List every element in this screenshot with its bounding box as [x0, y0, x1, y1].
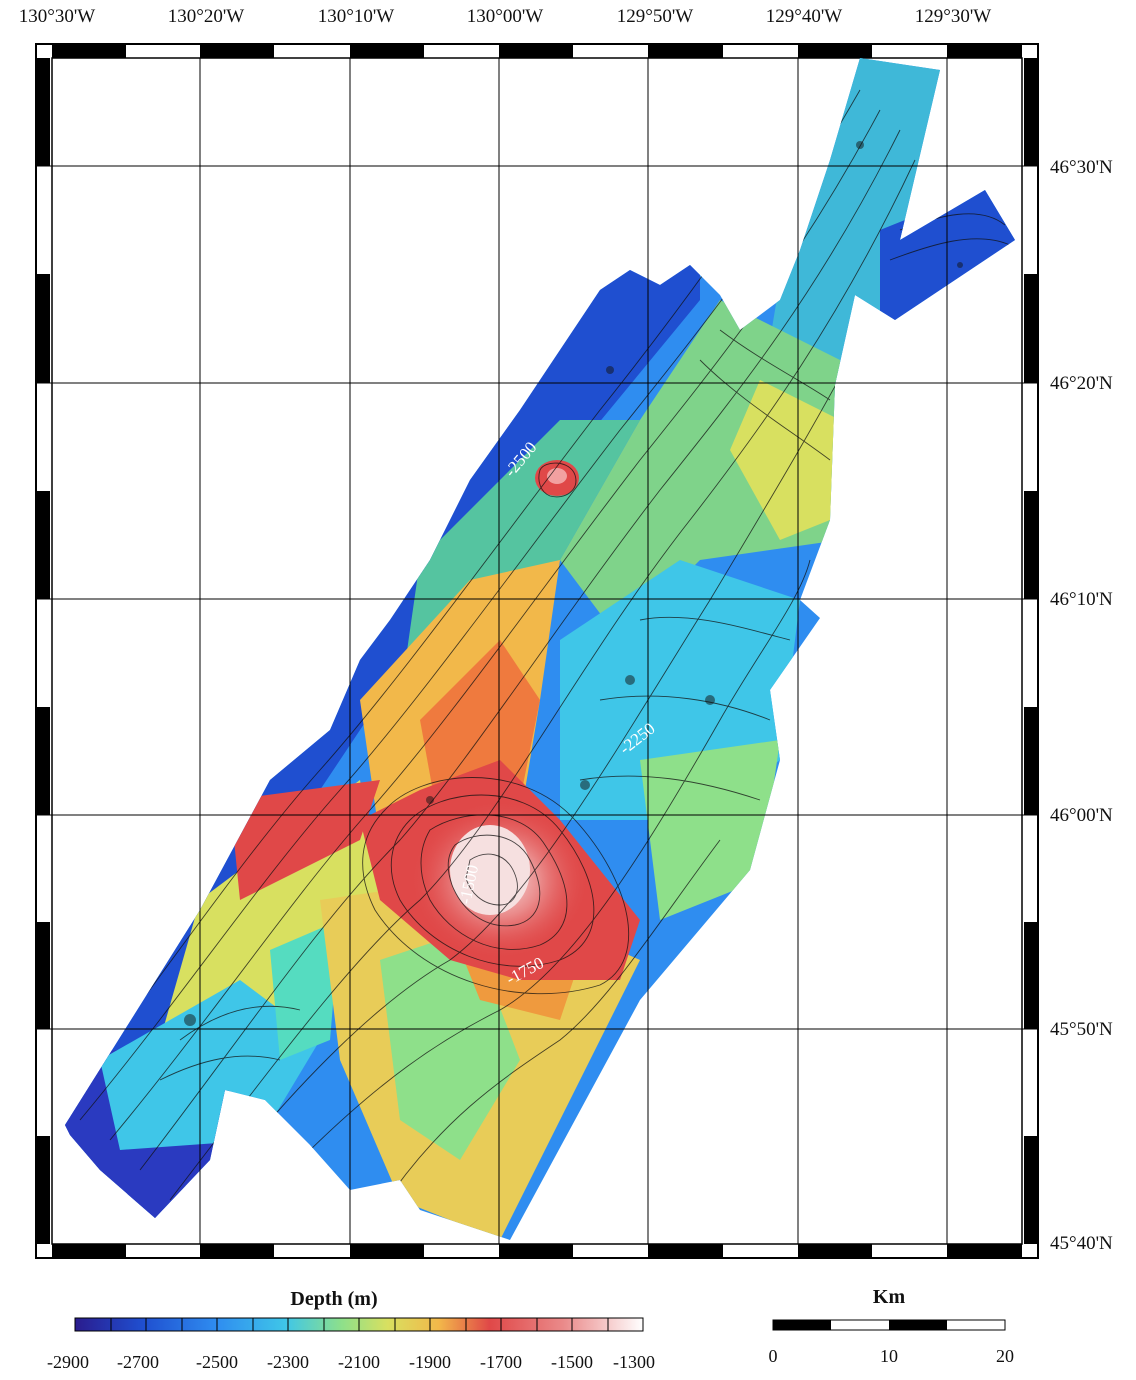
scale-tick-label: 10 — [880, 1346, 898, 1366]
depth-colorbar — [74, 1317, 644, 1332]
scale-tick-label: 20 — [996, 1346, 1014, 1366]
lat-label: 46°00'N — [1050, 805, 1113, 826]
lon-label: 130°10'W — [317, 6, 395, 27]
depth-legend-title: Depth (m) — [290, 1288, 378, 1310]
km-scale-bar — [772, 1319, 1006, 1331]
lon-label: 130°30'W — [18, 6, 96, 27]
frame-ticks-horizontal — [52, 44, 1022, 1258]
depth-tick-label: -2300 — [267, 1352, 309, 1372]
depth-tick-label: -2900 — [47, 1352, 89, 1372]
lon-label: 129°30'W — [914, 6, 992, 27]
depth-tick-label: -2700 — [117, 1352, 159, 1372]
lat-label: 46°20'N — [1050, 373, 1113, 394]
lat-label: 45°50'N — [1050, 1019, 1113, 1040]
graticule — [36, 58, 1038, 1244]
lon-label: 129°50'W — [616, 6, 694, 27]
lon-label: 130°00'W — [466, 6, 544, 27]
lat-label: 46°10'N — [1050, 589, 1113, 610]
lon-label: 129°40'W — [765, 6, 843, 27]
depth-tick-label: -1700 — [480, 1352, 522, 1372]
depth-tick-label: -1500 — [551, 1352, 593, 1372]
depth-tick-label: -1900 — [409, 1352, 451, 1372]
lon-label: 130°20'W — [167, 6, 245, 27]
scale-bar-title: Km — [872, 1286, 906, 1308]
scale-tick-label: 0 — [768, 1346, 778, 1366]
frame-ticks-vertical — [36, 58, 1038, 1244]
lat-label: 46°30'N — [1050, 157, 1113, 178]
lat-label: 45°40'N — [1050, 1233, 1113, 1254]
depth-tick-label: -2500 — [196, 1352, 238, 1372]
depth-tick-label: -1300 — [613, 1352, 655, 1372]
depth-tick-label: -2100 — [338, 1352, 380, 1372]
